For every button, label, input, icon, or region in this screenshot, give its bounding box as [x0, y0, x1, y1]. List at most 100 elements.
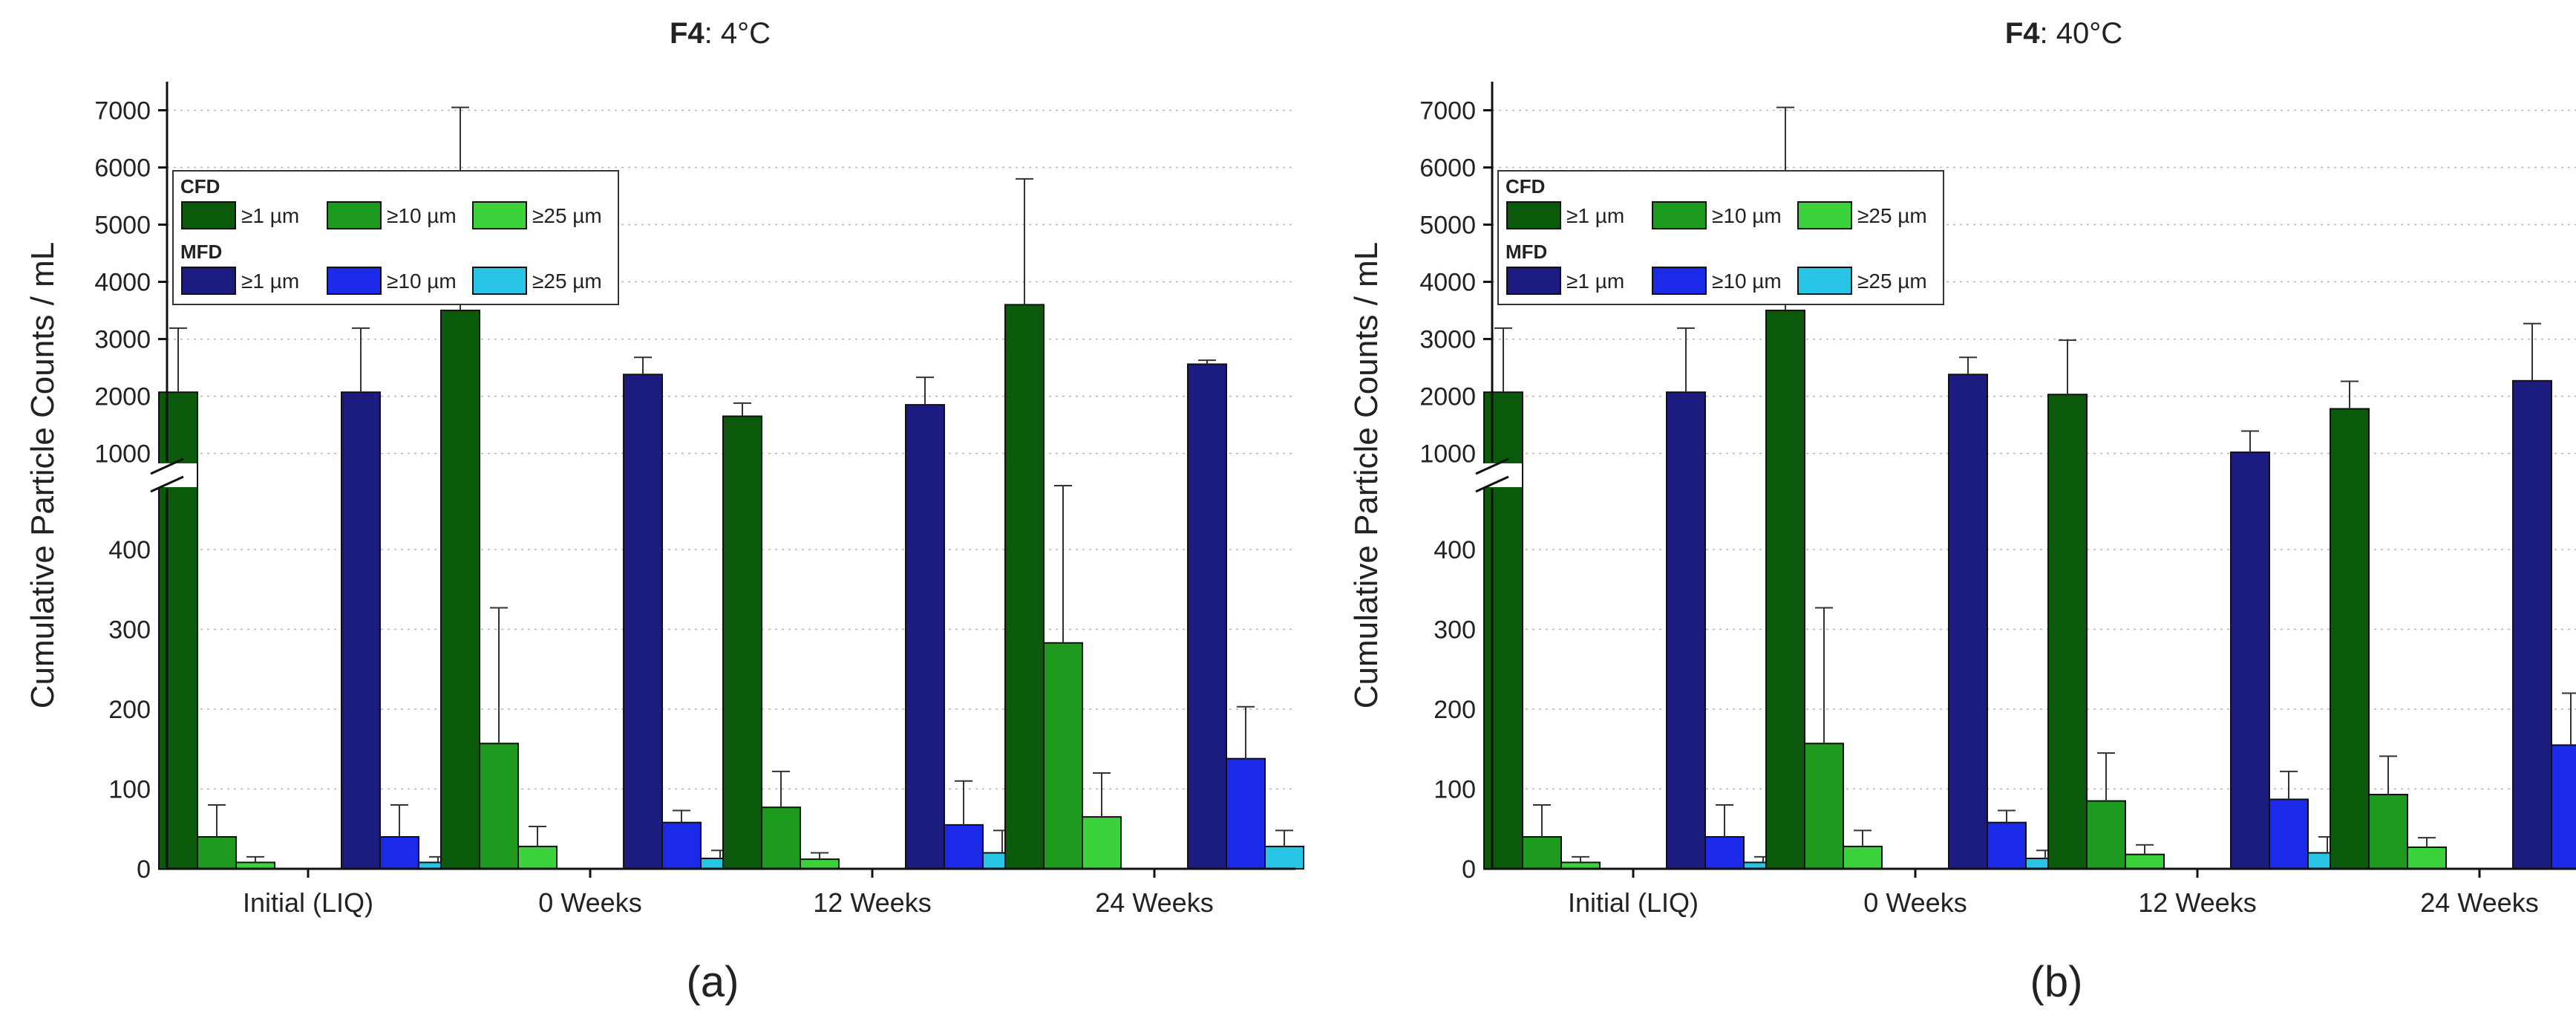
bar-mfd-1-m	[905, 404, 945, 870]
legend-swatch	[472, 201, 527, 229]
legend-heading: MFD	[1506, 241, 1547, 263]
x-tick-label: 0 Weeks	[1863, 887, 1967, 918]
legend-swatch	[181, 201, 236, 229]
legend-label: ≥1 µm	[241, 204, 299, 227]
y-tick-label: 7000	[94, 97, 151, 125]
bar-cfd-1-m	[2047, 394, 2088, 870]
panel-label: (a)	[687, 958, 739, 1006]
y-axis-label: Cumulative Particle Counts / mL	[1348, 242, 1385, 708]
legend-label: ≥25 µm	[1857, 204, 1927, 227]
y-tick-label: 6000	[94, 154, 151, 183]
y-tick-label: 300	[1434, 616, 1476, 645]
y-tick-label: 6000	[1419, 154, 1476, 183]
legend-label: ≥10 µm	[387, 204, 457, 227]
y-tick-label: 5000	[94, 212, 151, 240]
legend-swatch	[327, 201, 382, 229]
legend-box	[172, 170, 619, 305]
axis-break-mark	[1475, 457, 1509, 475]
y-tick-label: 5000	[1419, 212, 1476, 240]
bar-cfd-1-m	[2330, 408, 2370, 870]
legend-swatch	[472, 267, 527, 295]
legend: CFD ≥1 µm ≥10 µm ≥25 µm MFD ≥1 µm ≥10 µm ≥25 µm	[172, 170, 619, 305]
axis-break-mark	[1475, 475, 1509, 493]
legend-swatch	[1652, 267, 1707, 295]
legend-swatch	[1506, 201, 1561, 229]
legend-swatch	[181, 267, 236, 295]
y-tick-label: 200	[1434, 696, 1476, 724]
bar-cfd-25-m	[1082, 816, 1122, 870]
axis-break-mark	[150, 457, 184, 475]
y-tick-label: 0	[1462, 855, 1476, 884]
bar-cfd-10-m	[1043, 642, 1083, 870]
y-tick-label: 4000	[1419, 269, 1476, 297]
y-tick-label: 3000	[94, 326, 151, 354]
legend-swatch	[1797, 267, 1852, 295]
legend-label: ≥1 µm	[1566, 270, 1624, 293]
bar-mfd-1-m	[2230, 451, 2270, 870]
y-tick-label: 200	[108, 696, 151, 724]
y-tick-label: 300	[108, 616, 151, 645]
legend-label: ≥10 µm	[1712, 270, 1782, 293]
bar-mfd-1-m	[1666, 391, 1706, 870]
legend-box	[1497, 170, 1944, 305]
y-tick-label: 2000	[1419, 383, 1476, 411]
legend-swatch	[1652, 201, 1707, 229]
bar-cfd-25-m	[1843, 845, 1883, 870]
legend-label: ≥25 µm	[532, 270, 602, 293]
bar-cfd-10-m	[2368, 794, 2408, 870]
axis-break-mark	[150, 475, 184, 493]
y-tick-label: 2000	[94, 383, 151, 411]
x-tick-label: 12 Weeks	[2138, 887, 2256, 918]
chart-title: F4: 40°C	[2005, 17, 2122, 50]
bar-mfd-10-m	[379, 836, 419, 870]
y-tick-label: 0	[137, 855, 151, 884]
x-tick-label: Initial (LIQ)	[1568, 887, 1699, 918]
bar-cfd-10-m	[1804, 743, 1844, 870]
bar-mfd-10-m	[2269, 798, 2309, 870]
legend: CFD ≥1 µm ≥10 µm ≥25 µm MFD ≥1 µm ≥10 µm ≥25 µm	[1497, 170, 1944, 305]
legend-label: ≥1 µm	[1566, 204, 1624, 227]
bar-mfd-10-m	[1704, 836, 1745, 870]
x-tick-label: 24 Weeks	[1095, 887, 1213, 918]
legend-heading: MFD	[180, 241, 222, 263]
bar-mfd-1-m	[341, 391, 381, 870]
bar-cfd-25-m	[2125, 853, 2165, 870]
bar-mfd-1-m	[2512, 379, 2552, 870]
legend-label: ≥10 µm	[1712, 204, 1782, 227]
bar-cfd-10-m	[197, 836, 237, 870]
bar-cfd-1-m	[1004, 304, 1045, 870]
panel-label: (b)	[2030, 958, 2083, 1006]
bar-mfd-1-m	[1187, 363, 1227, 870]
x-tick-label: 24 Weeks	[2420, 887, 2538, 918]
bar-mfd-10-m	[1987, 821, 2027, 870]
bar-mfd-1-m	[1948, 374, 1988, 870]
bar-cfd-25-m	[800, 858, 840, 870]
y-axis-label: Cumulative Particle Counts / mL	[24, 242, 61, 708]
axis-lines	[1491, 82, 2576, 870]
bar-cfd-1-m	[1765, 310, 1805, 870]
y-tick-label: 400	[108, 536, 151, 564]
y-tick-label: 100	[108, 776, 151, 804]
bar-cfd-10-m	[1522, 836, 1562, 870]
bar-mfd-10-m	[661, 821, 702, 870]
bar-cfd-10-m	[761, 806, 801, 870]
legend-label: ≥10 µm	[387, 270, 457, 293]
x-tick-label: 12 Weeks	[813, 887, 931, 918]
legend-heading: CFD	[1506, 175, 1545, 198]
legend-label: ≥25 µm	[1857, 270, 1927, 293]
y-tick-label: 4000	[94, 269, 151, 297]
x-tick-label: 0 Weeks	[538, 887, 641, 918]
bar-cfd-25-m	[517, 845, 558, 870]
chart-title: F4: 4°C	[670, 17, 771, 50]
bar-cfd-10-m	[479, 743, 519, 870]
legend-swatch	[1797, 201, 1852, 229]
bar-mfd-10-m	[2551, 744, 2576, 870]
y-tick-label: 7000	[1419, 97, 1476, 125]
y-tick-label: 3000	[1419, 326, 1476, 354]
chart-panel-1: 0100200300400100020003000400050006000700…	[24, 17, 1304, 1006]
bar-mfd-10-m	[944, 824, 984, 870]
legend-swatch	[327, 267, 382, 295]
bar-cfd-1-m	[722, 415, 762, 870]
chart-panel-2: 0100200300400100020003000400050006000700…	[1348, 17, 2576, 1006]
